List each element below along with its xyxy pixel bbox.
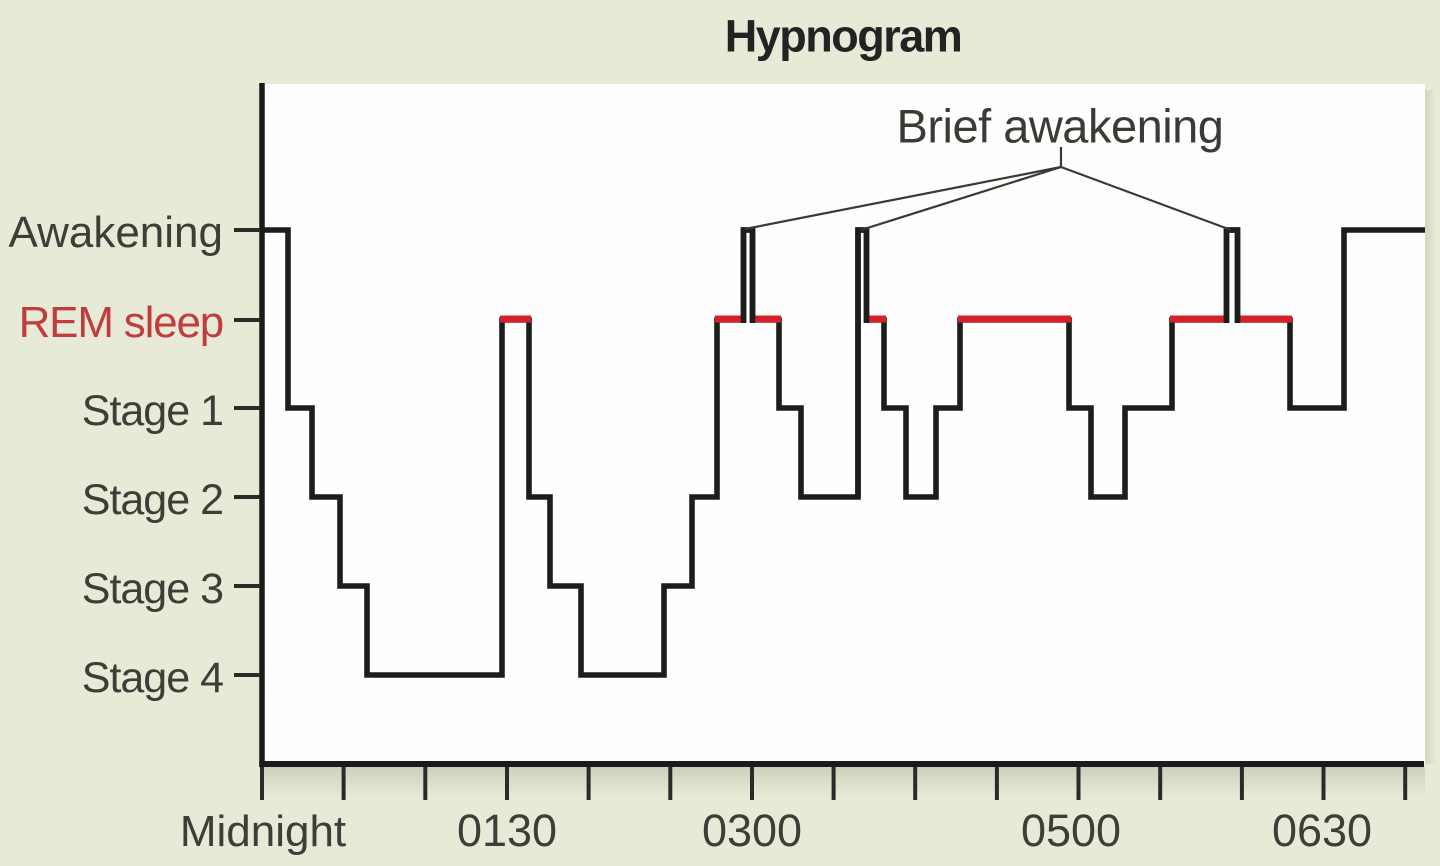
svg-text:0130: 0130 — [457, 805, 557, 856]
svg-text:REM sleep: REM sleep — [19, 298, 223, 347]
svg-text:Midnight: Midnight — [180, 807, 346, 856]
svg-text:Stage 1: Stage 1 — [82, 387, 223, 435]
svg-text:Stage 3: Stage 3 — [82, 565, 223, 613]
svg-text:0500: 0500 — [1021, 805, 1121, 856]
svg-text:Brief awakening: Brief awakening — [897, 100, 1224, 153]
svg-text:Stage 4: Stage 4 — [82, 654, 223, 702]
svg-text:Awakening: Awakening — [9, 208, 223, 257]
svg-text:0300: 0300 — [702, 805, 802, 856]
svg-text:Hypnogram: Hypnogram — [725, 11, 962, 62]
svg-text:Stage 2: Stage 2 — [82, 476, 223, 524]
svg-text:0630: 0630 — [1272, 805, 1372, 856]
